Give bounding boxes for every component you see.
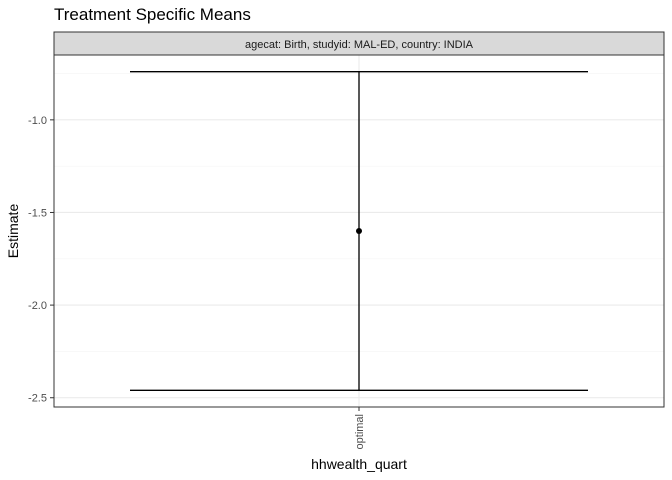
data-marks (130, 71, 588, 391)
y-axis-title: Estimate (5, 204, 21, 259)
x-axis-title: hhwealth_quart (311, 456, 407, 472)
y-axis: -1.0 -1.5 -2.0 -2.5 (28, 115, 54, 405)
x-tick-label: optimal (354, 414, 366, 449)
y-tick-label: -1.5 (28, 207, 47, 219)
y-tick-label: -1.0 (28, 115, 47, 127)
y-tick-label: -2.0 (28, 300, 47, 312)
y-tick-label: -2.5 (28, 393, 47, 405)
x-axis: optimal (354, 407, 366, 449)
estimate-point (356, 228, 362, 234)
facet-strip-label: agecat: Birth, studyid: MAL-ED, country:… (245, 39, 474, 51)
chart-title: Treatment Specific Means (54, 5, 251, 24)
